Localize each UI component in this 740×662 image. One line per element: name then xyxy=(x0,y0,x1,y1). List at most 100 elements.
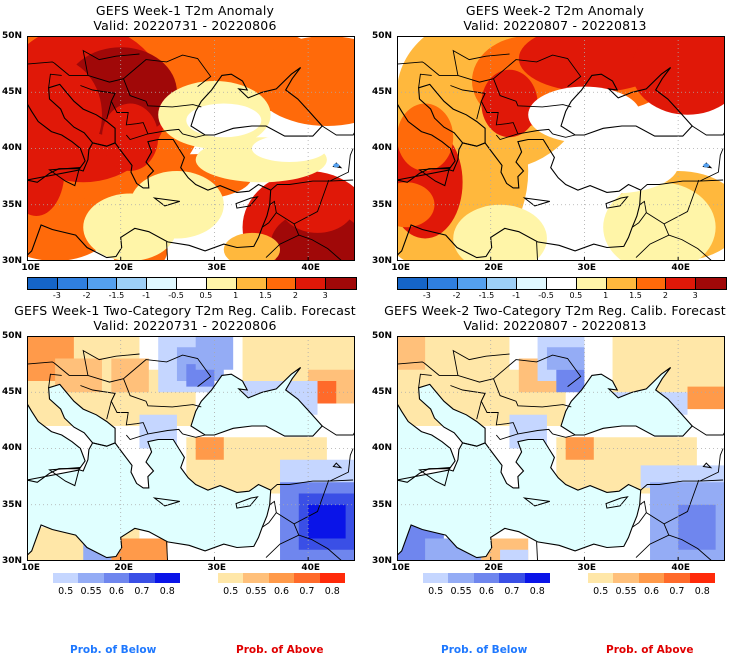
colorbar-tick-label: 0.8 xyxy=(159,586,175,597)
lon-label: 10E xyxy=(21,563,41,573)
country-border xyxy=(27,61,55,65)
lat-label: 45N xyxy=(372,87,393,97)
lat-label: 35N xyxy=(372,500,393,510)
country-border xyxy=(423,54,582,87)
map-canvas xyxy=(397,36,725,261)
country-border xyxy=(418,373,432,388)
anomaly-region xyxy=(603,182,716,261)
lon-label: 20E xyxy=(484,263,504,273)
country-border xyxy=(82,49,140,76)
country-border xyxy=(668,534,713,561)
coastline xyxy=(190,67,323,137)
country-border xyxy=(53,354,212,387)
lat-label: 40N xyxy=(2,143,23,153)
lon-label: 40E xyxy=(301,263,321,273)
colorbar-swatch xyxy=(268,573,295,583)
country-border xyxy=(480,393,519,441)
map-frame xyxy=(27,36,355,261)
country-border xyxy=(276,479,330,525)
colorbar-swatch xyxy=(636,278,667,289)
country-border xyxy=(552,433,576,438)
lat-label: 35N xyxy=(2,200,23,210)
country-border xyxy=(517,128,553,135)
anomaly-region xyxy=(280,176,355,233)
coastline xyxy=(190,367,323,437)
lat-label: 45N xyxy=(2,87,23,97)
country-border xyxy=(270,179,354,191)
colorbar-swatch xyxy=(147,278,178,289)
colorbar-tick-label: 0.5 xyxy=(199,291,213,300)
country-border xyxy=(265,223,300,258)
country-border xyxy=(493,78,572,108)
colorbar-tick-label: -3 xyxy=(52,291,61,300)
country-border xyxy=(147,428,183,435)
colorbar-swatch xyxy=(319,573,345,583)
lon-label: 10E xyxy=(391,563,411,573)
colorbar-swatch xyxy=(638,573,665,583)
map-canvas xyxy=(27,336,355,561)
country-border xyxy=(536,241,538,261)
country-border xyxy=(110,93,149,141)
lat-label: 35N xyxy=(372,200,393,210)
anomaly-region xyxy=(251,36,355,126)
colorbar-tick-label: 0.6 xyxy=(478,586,495,597)
lat-label: 30N xyxy=(372,256,393,266)
lat-label: 40N xyxy=(372,443,393,453)
island-outline xyxy=(605,196,629,209)
country-border xyxy=(110,393,149,441)
colorbar-swatch xyxy=(218,573,244,583)
country-border xyxy=(329,148,354,182)
country-border xyxy=(646,179,700,225)
country-border xyxy=(552,133,576,138)
island-outline xyxy=(522,197,550,207)
colorbar-tick-label: 0.5 xyxy=(223,586,239,597)
colorbar-swatch xyxy=(326,278,356,289)
lon-label: 40E xyxy=(671,563,691,573)
panel-title: GEFS Week-1 Two-Category T2m Reg. Calib.… xyxy=(14,303,356,318)
country-border xyxy=(631,200,647,228)
map-week1-probability xyxy=(27,336,355,561)
anomaly-region xyxy=(453,204,547,261)
probability-cell xyxy=(397,336,426,370)
map-week1-anomaly xyxy=(27,36,355,261)
colorbar-swatch xyxy=(457,278,488,289)
lat-label: 45N xyxy=(372,387,393,397)
colorbar-tick-label: 0.5 xyxy=(428,586,444,597)
country-border xyxy=(668,234,713,261)
lon-label: 30E xyxy=(207,563,227,573)
colorbar-swatch xyxy=(613,573,639,583)
country-border xyxy=(80,85,116,120)
anomaly-region xyxy=(333,163,340,168)
country-border xyxy=(517,428,553,435)
panel-valid-dates: Valid: 20220731 - 20220806 xyxy=(93,18,277,33)
colorbar-tick-label: 0.6 xyxy=(643,586,660,597)
colorbar-swatch xyxy=(588,573,614,583)
map-frame xyxy=(397,336,725,561)
map-frame xyxy=(397,36,725,261)
colorbar-tick-label: 0.7 xyxy=(504,586,520,597)
colorbar-swatch xyxy=(243,573,269,583)
anomaly-region xyxy=(518,36,669,93)
panel-valid-dates: Valid: 20220807 - 20220813 xyxy=(463,18,647,33)
country-border xyxy=(48,373,62,388)
colorbar-tick-label: 0.5 xyxy=(593,586,609,597)
colorbar-swatch xyxy=(666,278,697,289)
colorbar-swatch xyxy=(296,278,327,289)
colorbar-swatch xyxy=(664,573,690,583)
country-border xyxy=(182,133,206,138)
colorbar-tick-label: -2 xyxy=(82,291,91,300)
anomaly-region xyxy=(546,137,679,194)
island-outline xyxy=(418,167,451,187)
colorbar-swatch xyxy=(473,573,500,583)
map-canvas xyxy=(397,336,725,561)
lat-label: 50N xyxy=(372,331,393,341)
lat-label: 50N xyxy=(372,31,393,41)
colorbar-swatch xyxy=(177,278,207,289)
colorbar-swatch xyxy=(487,278,518,289)
colorbar-tick-label: -3 xyxy=(422,291,431,300)
island-outline xyxy=(522,497,550,507)
anomaly-region xyxy=(631,36,725,115)
coastline xyxy=(27,402,272,559)
country-border xyxy=(166,241,168,261)
colorbar-tick-label: 3 xyxy=(692,291,698,300)
